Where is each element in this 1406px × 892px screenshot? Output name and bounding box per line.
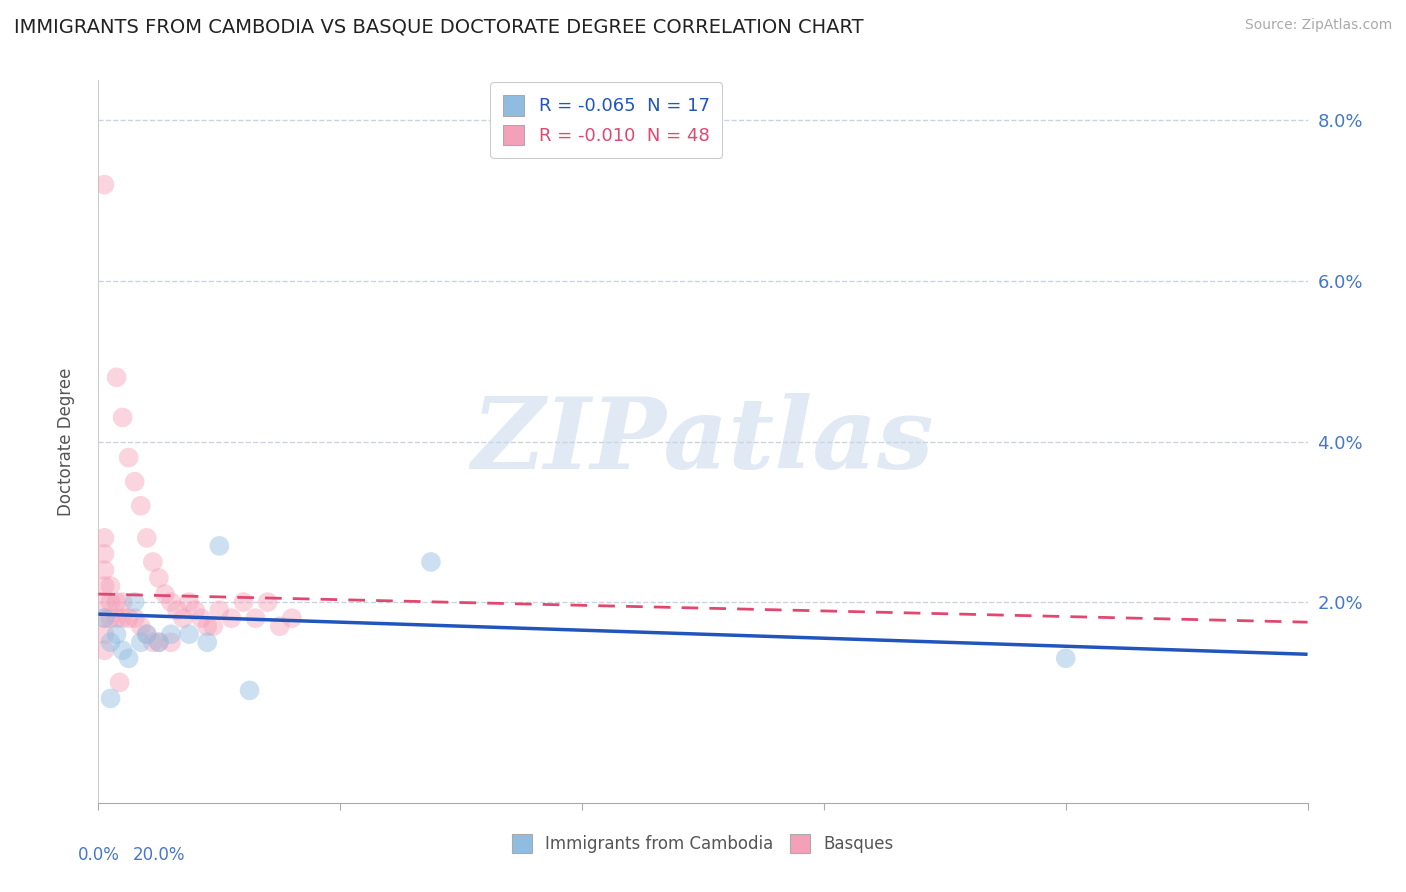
Text: Source: ZipAtlas.com: Source: ZipAtlas.com: [1244, 18, 1392, 32]
Point: [129, 499, 152, 513]
Text: IMMIGRANTS FROM CAMBODIA VS BASQUE DOCTORATE DEGREE CORRELATION CHART: IMMIGRANTS FROM CAMBODIA VS BASQUE DOCTO…: [14, 18, 863, 37]
Point: [93, 643, 115, 657]
Point: [93, 595, 115, 609]
Point: [281, 611, 304, 625]
Point: [148, 571, 170, 585]
Point: [100, 595, 122, 609]
Point: [124, 595, 146, 609]
Point: [135, 531, 157, 545]
Point: [100, 691, 122, 706]
Point: [93, 531, 115, 545]
Text: 0.0%: 0.0%: [77, 847, 120, 864]
Point: [100, 611, 122, 625]
Point: [195, 619, 218, 633]
Point: [111, 643, 134, 657]
Point: [1054, 651, 1077, 665]
Text: ZIPatlas: ZIPatlas: [472, 393, 934, 490]
Point: [111, 410, 134, 425]
Point: [100, 635, 122, 649]
Point: [195, 635, 218, 649]
Point: [245, 611, 267, 625]
Point: [160, 595, 183, 609]
Point: [269, 619, 291, 633]
Point: [208, 539, 231, 553]
Point: [93, 547, 115, 561]
Point: [172, 611, 194, 625]
Point: [232, 595, 254, 609]
Point: [239, 683, 262, 698]
Point: [160, 635, 183, 649]
Point: [108, 675, 131, 690]
Point: [202, 619, 225, 633]
Point: [166, 603, 188, 617]
Point: [105, 627, 128, 641]
Point: [142, 555, 165, 569]
Point: [179, 595, 201, 609]
Point: [111, 595, 134, 609]
Point: [124, 475, 146, 489]
Point: [179, 627, 201, 641]
Point: [105, 611, 128, 625]
Point: [93, 611, 115, 625]
Point: [420, 555, 443, 569]
Point: [93, 579, 115, 593]
Y-axis label: Doctorate Degree: Doctorate Degree: [56, 368, 75, 516]
Point: [93, 178, 115, 192]
Point: [190, 611, 212, 625]
Text: 20.0%: 20.0%: [132, 847, 186, 864]
Point: [256, 595, 278, 609]
Point: [160, 627, 183, 641]
Point: [129, 619, 152, 633]
Point: [105, 370, 128, 384]
Point: [135, 627, 157, 641]
Point: [124, 611, 146, 625]
Point: [111, 611, 134, 625]
Point: [93, 611, 115, 625]
Point: [118, 611, 141, 625]
Point: [118, 651, 141, 665]
Point: [153, 587, 176, 601]
Point: [105, 595, 128, 609]
Point: [129, 635, 152, 649]
Point: [142, 635, 165, 649]
Point: [184, 603, 207, 617]
Legend: Immigrants from Cambodia, Basques: Immigrants from Cambodia, Basques: [505, 827, 901, 860]
Point: [221, 611, 243, 625]
Point: [118, 450, 141, 465]
Point: [93, 563, 115, 577]
Point: [208, 603, 231, 617]
Point: [93, 627, 115, 641]
Point: [148, 635, 170, 649]
Point: [148, 635, 170, 649]
Point: [100, 579, 122, 593]
Point: [135, 627, 157, 641]
